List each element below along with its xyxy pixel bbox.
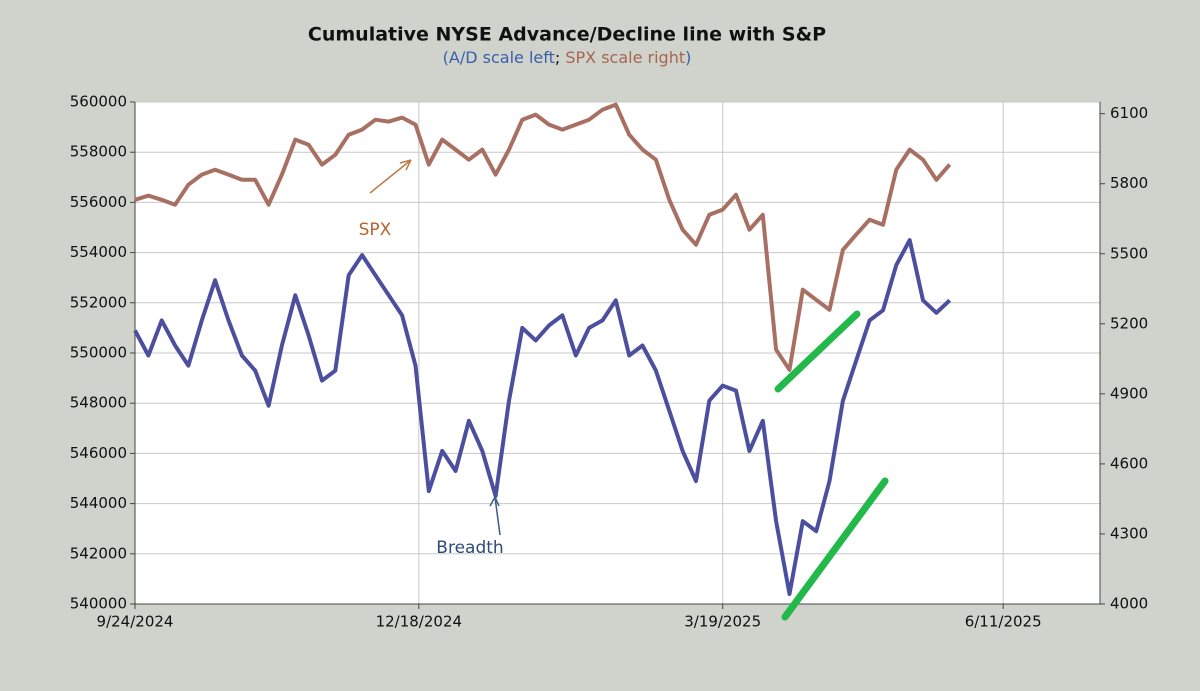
series-line (134, 102, 952, 372)
subtitle-part: ; (555, 48, 565, 67)
x-tick-label: 6/11/2025 (965, 613, 1042, 631)
grid: 540000 542000 544000 546000 548000 550000 5520… (70, 93, 1148, 631)
y2-tick-label: 6100 (1110, 104, 1148, 122)
y-tick-label: 560000 (70, 93, 127, 111)
y2-tick-label: 4300 (1110, 524, 1148, 542)
x-tick-label: 9/24/2024 (97, 613, 174, 631)
subtitle-part: SPX scale right (565, 48, 685, 67)
arrow-head (489, 496, 500, 507)
x-tick-label: 3/19/2025 (684, 613, 761, 631)
y-tick-label: 544000 (70, 494, 127, 512)
lines (133, 102, 952, 596)
y2-tick-label: 5200 (1110, 314, 1148, 332)
subtitle-part: ) (685, 48, 691, 67)
annotation: SPX (359, 220, 392, 240)
y-tick-label: 542000 (70, 544, 127, 562)
chart-title: Cumulative NYSE Advance/Decline line wit… (308, 24, 826, 46)
y-tick-label: 546000 (70, 444, 127, 462)
series-line (133, 238, 952, 596)
trend-line (781, 477, 889, 621)
annotation: Breadth (436, 538, 503, 558)
arrow-head (399, 159, 412, 171)
x-tick-label: 12/18/2024 (376, 613, 462, 631)
y2-tick-label: 5500 (1110, 244, 1148, 262)
y2-tick-label: 5800 (1110, 174, 1148, 192)
y-tick-label: 552000 (70, 293, 127, 311)
y-tick-label: 550000 (70, 344, 127, 362)
y2-tick-label: 4000 (1110, 595, 1148, 613)
annotation-arrow (494, 496, 501, 536)
annotation-arrow (369, 159, 412, 194)
y2-tick-label: 4900 (1110, 384, 1148, 402)
chart-subtitle: (A/D scale left; SPX scale right) (443, 48, 692, 67)
y-tick-label: 540000 (70, 595, 127, 613)
y-tick-label: 556000 (70, 193, 127, 211)
subtitle-part: ( (443, 48, 449, 67)
y2-tick-label: 4600 (1110, 454, 1148, 472)
trend-line (774, 310, 861, 393)
y-tick-label: 548000 (70, 394, 127, 412)
y-tick-label: 558000 (70, 143, 127, 161)
subtitle-part: A/D scale left (449, 48, 555, 67)
y-tick-label: 554000 (70, 243, 127, 261)
